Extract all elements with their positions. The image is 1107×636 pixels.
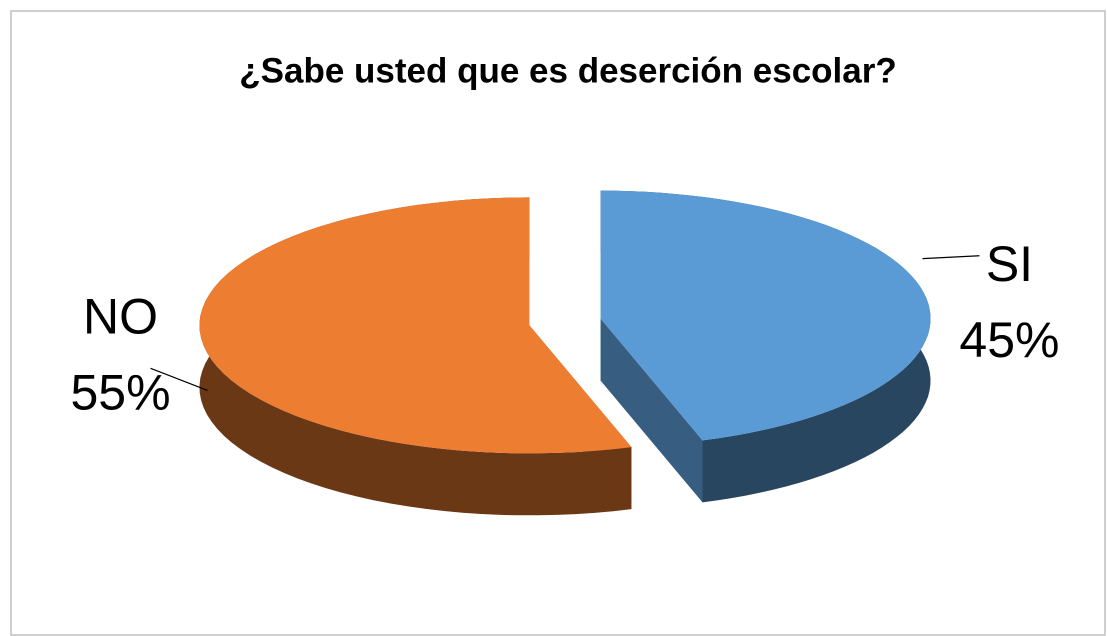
- chart-border: [10, 10, 1106, 636]
- chart-title: ¿Sabe usted que es deserción escolar?: [239, 51, 896, 90]
- value-label: 45%: [959, 312, 1059, 368]
- category-label: NO: [83, 288, 158, 344]
- category-label: SI: [986, 236, 1033, 292]
- slice-side: [600, 318, 703, 503]
- value-label: 55%: [71, 364, 171, 420]
- pie-slice: [600, 190, 931, 503]
- slice-top: [600, 190, 931, 441]
- leader-line: [922, 255, 980, 260]
- pie-slice: [199, 197, 632, 516]
- slice-top: [199, 197, 632, 454]
- leader-line: [150, 367, 208, 391]
